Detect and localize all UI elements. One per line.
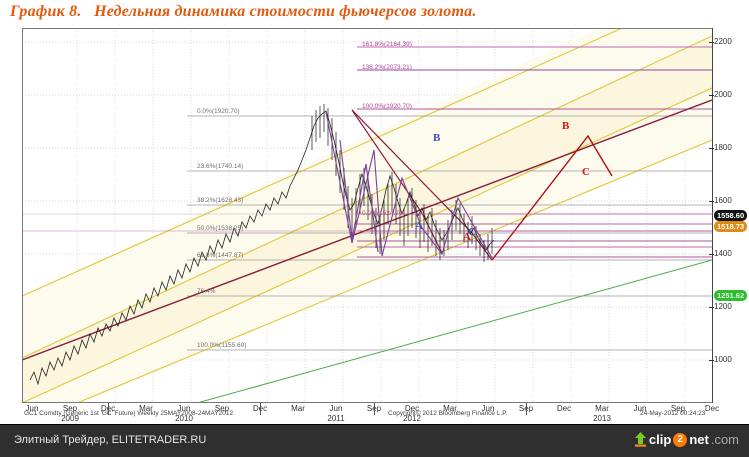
last-price-badge: 1558.60 bbox=[714, 210, 748, 221]
chart-plot-area bbox=[22, 28, 712, 403]
x-tick-16: Jun bbox=[633, 404, 647, 413]
primary-trendline bbox=[22, 99, 712, 361]
x-tick-18: Dec bbox=[704, 404, 720, 413]
support-trendline bbox=[196, 259, 712, 403]
x-tick-15: Mar bbox=[595, 404, 609, 413]
previous-close-badge: 1518.73 bbox=[714, 221, 748, 232]
x-year-2009: 2009 bbox=[61, 414, 79, 423]
axis-bottom-line bbox=[22, 402, 713, 403]
fib-label-1000: 100.0%(1155.60) bbox=[197, 342, 247, 349]
y-tick-1600: 1600 bbox=[714, 196, 732, 205]
y-tick-2000: 2000 bbox=[714, 90, 732, 99]
fib-ext-label-0: 0.0%(1524.70) bbox=[362, 210, 405, 217]
fib-label-764: 76.4% bbox=[197, 288, 216, 295]
logo-text-two: 2 bbox=[673, 432, 688, 447]
fib-label-618: 61.8%(1447.87) bbox=[197, 252, 244, 259]
x-year-2011: 2011 bbox=[327, 414, 345, 423]
green-level-badge: 1251.62 bbox=[714, 290, 748, 301]
wave-label-proj-c: C bbox=[582, 166, 590, 178]
fib-retracement-lines bbox=[187, 115, 712, 351]
logo-text-clip: clip bbox=[648, 432, 672, 447]
x-tick-12: Jun bbox=[481, 404, 495, 413]
logo-text-com: .com bbox=[710, 432, 739, 447]
chart-timestamp: 24-May-2012 00:24:23 bbox=[640, 410, 706, 417]
fib-ext-label-1382: 138.2%(2073.21) bbox=[362, 64, 412, 71]
x-tick-0: Jun bbox=[25, 404, 39, 413]
x-year-2010: 2010 bbox=[175, 414, 193, 423]
x-tick-8: Jun bbox=[329, 404, 343, 413]
y-tick-2200: 2200 bbox=[714, 37, 732, 46]
title-prefix: График 8. bbox=[10, 3, 82, 20]
x-tick-5: Sep bbox=[214, 404, 230, 413]
fib-ext-label-1000: 100.0%(1920.70) bbox=[362, 103, 412, 110]
y-tick-1200: 1200 bbox=[714, 302, 732, 311]
chart-copyright: Copyright© 2012 Bloomberg Finance L.P. bbox=[388, 410, 508, 417]
x-year-2012: 2012 bbox=[403, 414, 421, 423]
forecast-path bbox=[491, 134, 613, 261]
current-price-levels bbox=[22, 213, 712, 232]
price-candlesticks bbox=[29, 110, 495, 386]
y-tick-1400: 1400 bbox=[714, 249, 732, 258]
x-tick-7: Mar bbox=[291, 404, 305, 413]
logo-text-net: net bbox=[689, 432, 709, 447]
chart-source-left: GC1 Comdty (Generic 1st 'GC' Future) Wee… bbox=[24, 410, 234, 417]
page-title: График 8. Недельная динамика стоимости ф… bbox=[10, 3, 477, 21]
wave-label-actual-a: A bbox=[415, 220, 423, 232]
fib-ext-label-1618: 161.8%(2164.39) bbox=[362, 41, 412, 48]
upload-arrow-icon bbox=[634, 432, 647, 447]
axis-left-line bbox=[22, 28, 23, 403]
clip2net-logo[interactable]: clip 2 net .com bbox=[634, 432, 739, 447]
footer-attribution: Элитный Трейдер, ELITETRADER.RU bbox=[14, 434, 207, 446]
fib-label-382: 38.2%(1628.43) bbox=[197, 197, 244, 204]
fib-label-0: 0.0%(1920.70) bbox=[197, 108, 240, 115]
title-text: Недельная динамика стоимости фьючерсов з… bbox=[94, 3, 477, 20]
wave-label-proj-b: B bbox=[562, 120, 570, 132]
x-tick-14: Dec bbox=[556, 404, 572, 413]
x-tick-4: Jun bbox=[177, 404, 191, 413]
purple-wave-path bbox=[325, 111, 493, 259]
fib-label-236: 23.6%(1740.14) bbox=[197, 163, 244, 170]
axis-top-line bbox=[22, 28, 713, 29]
x-tick-1: Sep bbox=[62, 404, 78, 413]
y-tick-1800: 1800 bbox=[714, 143, 732, 152]
x-year-2013: 2013 bbox=[593, 414, 611, 423]
x-tick-17: Sep bbox=[670, 404, 686, 413]
axis-right-line bbox=[712, 28, 713, 403]
wave-label-proj-a: A bbox=[463, 231, 471, 243]
x-tick-10: Dec bbox=[404, 404, 420, 413]
price-chart-svg bbox=[22, 28, 712, 403]
wave-label-actual-b: B bbox=[433, 132, 441, 144]
footer-bar: Элитный Трейдер, ELITETRADER.RU clip 2 n… bbox=[0, 424, 749, 457]
title-bar: График 8. Недельная динамика стоимости ф… bbox=[0, 0, 749, 26]
wave-label-actual-c: C bbox=[468, 226, 476, 238]
y-tick-1000: 1000 bbox=[714, 355, 732, 364]
fib-label-500: 50.0%(1538.25) bbox=[197, 225, 244, 232]
x-tick-3: Mar bbox=[139, 404, 153, 413]
x-tick-11: Mar bbox=[443, 404, 457, 413]
